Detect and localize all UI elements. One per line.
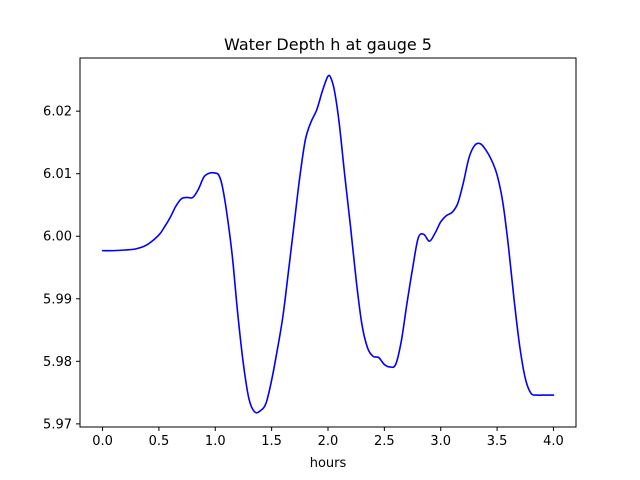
chart-title: Water Depth h at gauge 5 [224,35,432,54]
y-axis: 5.97 5.98 5.99 6.00 6.01 6.02 [43,105,80,432]
x-tick-label: 0.5 [149,434,170,449]
y-tick-label: 5.97 [43,417,72,432]
plot-area [79,57,577,428]
series-line [101,74,555,414]
y-tick-label: 5.99 [43,292,72,307]
x-tick-label: 4.0 [543,434,564,449]
x-tick-label: 1.0 [205,434,226,449]
y-tick-label: 6.00 [43,230,72,245]
x-tick-label: 2.0 [318,434,339,449]
x-tick-label: 0.0 [92,434,113,449]
y-tick-label: 6.01 [43,167,72,182]
x-tick-label: 1.5 [261,434,282,449]
x-axis-label: hours [310,456,347,471]
y-tick-label: 5.98 [43,355,72,370]
x-tick-label: 3.0 [430,434,451,449]
plot-background [80,58,576,427]
x-axis: 0.0 0.5 1.0 1.5 2.0 2.5 3.0 3.5 4.0 [92,427,564,449]
x-tick-label: 3.5 [487,434,508,449]
y-tick-label: 6.02 [43,105,72,120]
x-tick-label: 2.5 [374,434,395,449]
